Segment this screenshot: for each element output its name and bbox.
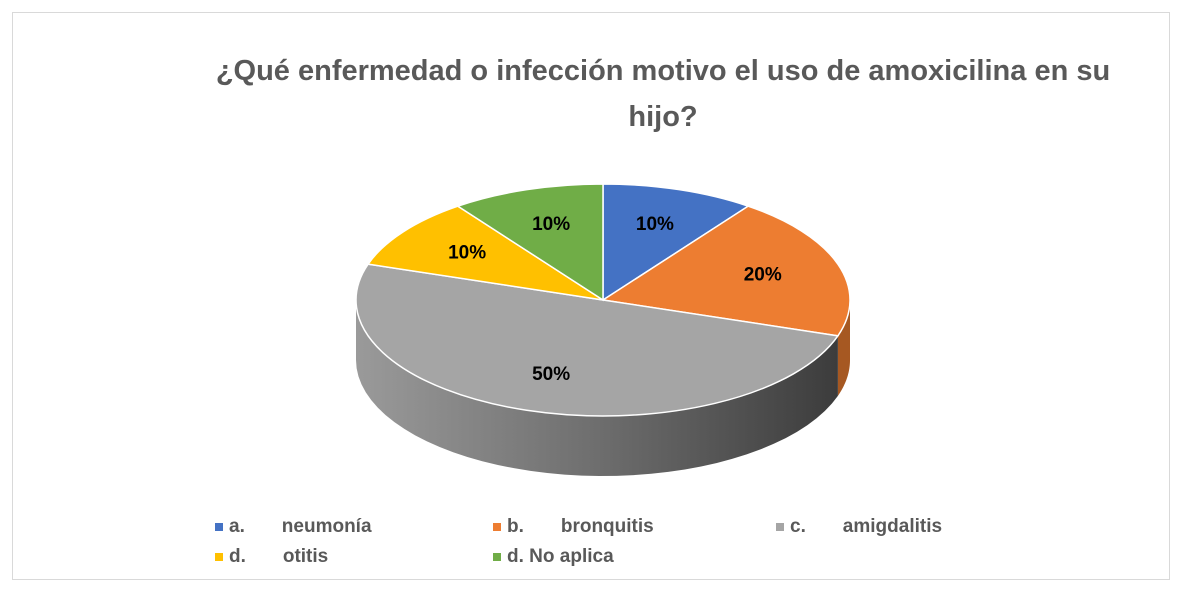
data-label: 10% xyxy=(448,243,486,264)
legend-swatch xyxy=(493,523,501,531)
legend-label: d. otitis xyxy=(229,546,328,567)
legend-swatch xyxy=(215,553,223,561)
slice xyxy=(355,263,840,417)
legend-label: b. bronquitis xyxy=(507,516,654,537)
legend-swatch xyxy=(493,553,501,561)
slice xyxy=(366,205,604,301)
slice xyxy=(602,183,750,302)
legend-label: a. neumonía xyxy=(229,516,372,537)
data-label: 10% xyxy=(532,214,570,235)
data-label: 50% xyxy=(532,364,570,385)
slice xyxy=(600,205,851,337)
legend-swatch xyxy=(776,523,784,531)
data-label: 20% xyxy=(744,265,782,286)
slice-side xyxy=(356,300,838,476)
legend-label: d. No aplica xyxy=(507,546,614,567)
legend-swatch xyxy=(215,523,223,531)
chart-title: ¿Qué enfermedad o infección motivo el us… xyxy=(215,55,1111,133)
slice-side xyxy=(837,300,850,396)
data-label: 10% xyxy=(636,214,674,235)
legend-label: c. amigdalitis xyxy=(790,516,942,537)
chart-frame xyxy=(12,12,1170,580)
slice xyxy=(456,183,604,302)
